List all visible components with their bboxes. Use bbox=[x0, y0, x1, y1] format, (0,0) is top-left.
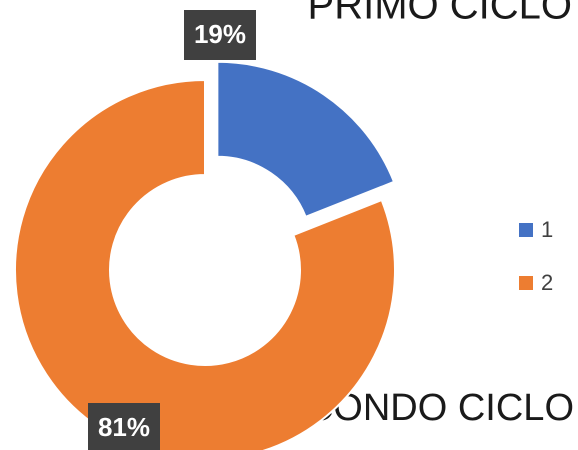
legend-swatch bbox=[519, 276, 533, 290]
slice bbox=[14, 78, 396, 450]
annotation: PRIMO CICLO bbox=[308, 0, 572, 28]
data-label-box bbox=[88, 403, 160, 450]
legend-swatch bbox=[519, 223, 533, 237]
legend-label: 2 bbox=[541, 270, 553, 295]
data-label-box bbox=[184, 10, 256, 60]
data-label: 19% bbox=[194, 19, 246, 49]
slice bbox=[216, 60, 396, 219]
legend-label: 1 bbox=[541, 217, 553, 242]
data-label: 81% bbox=[98, 412, 150, 442]
